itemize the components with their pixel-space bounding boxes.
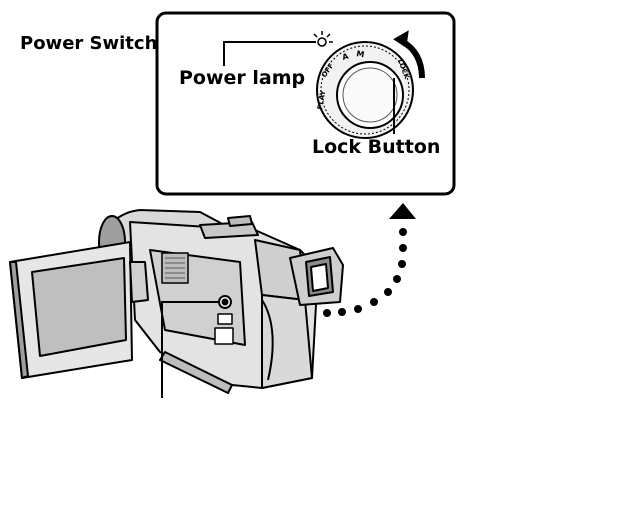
rotation-arrow-icon bbox=[393, 30, 425, 79]
switch-pointer-line bbox=[161, 301, 218, 398]
dial-mark-play: PLAY bbox=[316, 89, 327, 110]
dial-mark-m: M bbox=[356, 49, 365, 59]
power-switch-label: Power Switch bbox=[20, 33, 158, 54]
camcorder-illustration bbox=[9, 209, 344, 394]
power-lamp-label: Power lamp bbox=[179, 67, 306, 89]
dial-mark-a: A bbox=[341, 51, 350, 62]
power-lamp-leader-line bbox=[223, 41, 316, 66]
lock-button-label: Lock Button bbox=[312, 136, 441, 158]
power-switch-dial: M A OFF PLAY LOCK bbox=[316, 41, 414, 139]
dotted-arrow bbox=[323, 203, 416, 317]
dotted-arrow-head-icon bbox=[389, 203, 416, 219]
